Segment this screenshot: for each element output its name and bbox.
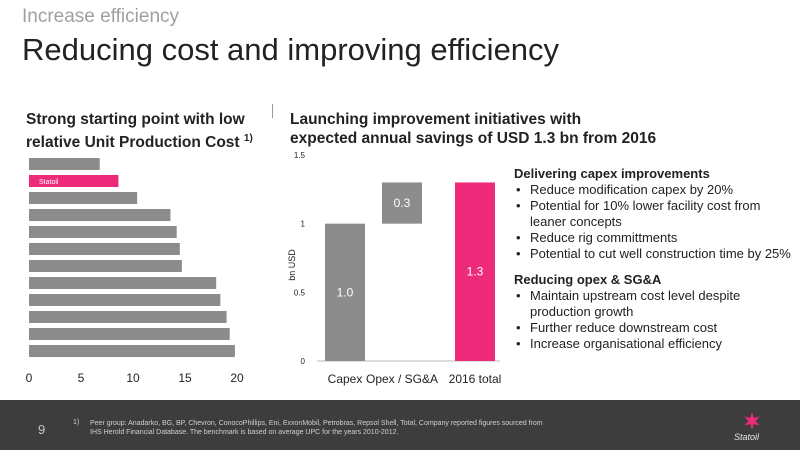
waterfall-category-label: Opex / SG&A	[366, 372, 438, 386]
waterfall-data-label: 1.0	[337, 285, 354, 299]
footer-bar	[0, 400, 800, 450]
column-divider	[272, 104, 273, 118]
waterfall-y-tick-label: 1.5	[294, 151, 306, 160]
upc-bar	[29, 209, 171, 221]
right-subtitle: Launching improvement initiatives with e…	[290, 110, 656, 148]
page-title: Reducing cost and improving efficiency	[22, 32, 560, 67]
capex-heading: Delivering capex improvements	[514, 166, 710, 181]
capex-item: Potential for 10% lower facility cost fr…	[514, 198, 794, 230]
upc-bar	[29, 328, 230, 340]
waterfall-category-label: Capex	[328, 372, 363, 386]
opex-item: Maintain upstream cost level despite pro…	[514, 288, 794, 320]
upc-bar	[29, 277, 217, 289]
waterfall-data-label: 1.3	[467, 265, 484, 279]
waterfall-category-label: 2016 total	[449, 372, 502, 386]
waterfall-y-tick-label: 0.5	[294, 288, 306, 297]
section-kicker: Increase efficiency	[22, 6, 180, 27]
waterfall-bar	[455, 182, 495, 361]
capex-list: Reduce modification capex by 20% Potenti…	[514, 182, 794, 262]
opex-list: Maintain upstream cost level despite pro…	[514, 288, 794, 352]
left-subtitle-line2: relative Unit Production Cost	[26, 134, 240, 152]
statoil-logo-icon	[744, 412, 760, 430]
upc-x-tick-label: 15	[178, 371, 192, 385]
upc-bar	[29, 311, 227, 323]
footnote-text: Peer group: Anadarko, BG, BP, Chevron, C…	[90, 420, 543, 436]
opex-item: Increase organisational efficiency	[514, 336, 794, 352]
opex-item: Further reduce downstream cost	[514, 320, 794, 336]
capex-item: Reduce modification capex by 20%	[514, 182, 794, 198]
waterfall-y-tick-label: 0	[301, 357, 306, 366]
left-subtitle: Strong starting point with low relative …	[26, 110, 253, 152]
upc-bar	[29, 192, 138, 204]
footnote-ref: 1)	[243, 133, 253, 144]
logo-text: Statoil	[734, 432, 760, 442]
right-subtitle-line1: Launching improvement initiatives with	[290, 111, 582, 128]
upc-bar	[29, 243, 180, 255]
upc-bar-label: Statoil	[39, 179, 59, 186]
waterfall-bar	[382, 182, 422, 224]
charts-canvas: Statoil 0 5 10 15 20 1.0 0.3 1.3 0 0.5 1 1.5 bn USD Ca…	[26, 151, 502, 386]
upc-x-tick-label: 10	[126, 371, 140, 385]
upc-bar	[29, 175, 119, 187]
upc-x-tick-label: 5	[78, 371, 85, 385]
waterfall-data-label: 0.3	[394, 196, 411, 210]
waterfall-bar	[325, 223, 365, 361]
waterfall-y-axis-label: bn USD	[287, 249, 297, 281]
opex-heading: Reducing opex & SG&A	[514, 272, 662, 287]
capex-item: Reduce rig committments	[514, 230, 794, 246]
upc-bar	[29, 294, 221, 306]
left-subtitle-line1: Strong starting point with low	[26, 111, 245, 128]
upc-bar	[29, 345, 235, 357]
footnote-marker: 1)	[73, 419, 80, 426]
upc-x-tick-label: 20	[230, 371, 244, 385]
upc-x-tick-label: 0	[26, 371, 33, 385]
right-subtitle-line2: expected annual savings of USD 1.3 bn fr…	[290, 130, 657, 147]
upc-bar	[29, 226, 177, 238]
waterfall-y-tick-label: 1	[301, 220, 306, 229]
upc-bar	[29, 158, 100, 170]
left-subtitle-line2-wrap: relative Unit Production Cost 1)	[26, 129, 253, 152]
page-number: 9	[38, 422, 46, 437]
initiatives-list: Delivering capex improvements Reduce mod…	[514, 166, 794, 362]
upc-bar	[29, 260, 182, 272]
capex-item: Potential to cut well construction time …	[514, 246, 794, 262]
